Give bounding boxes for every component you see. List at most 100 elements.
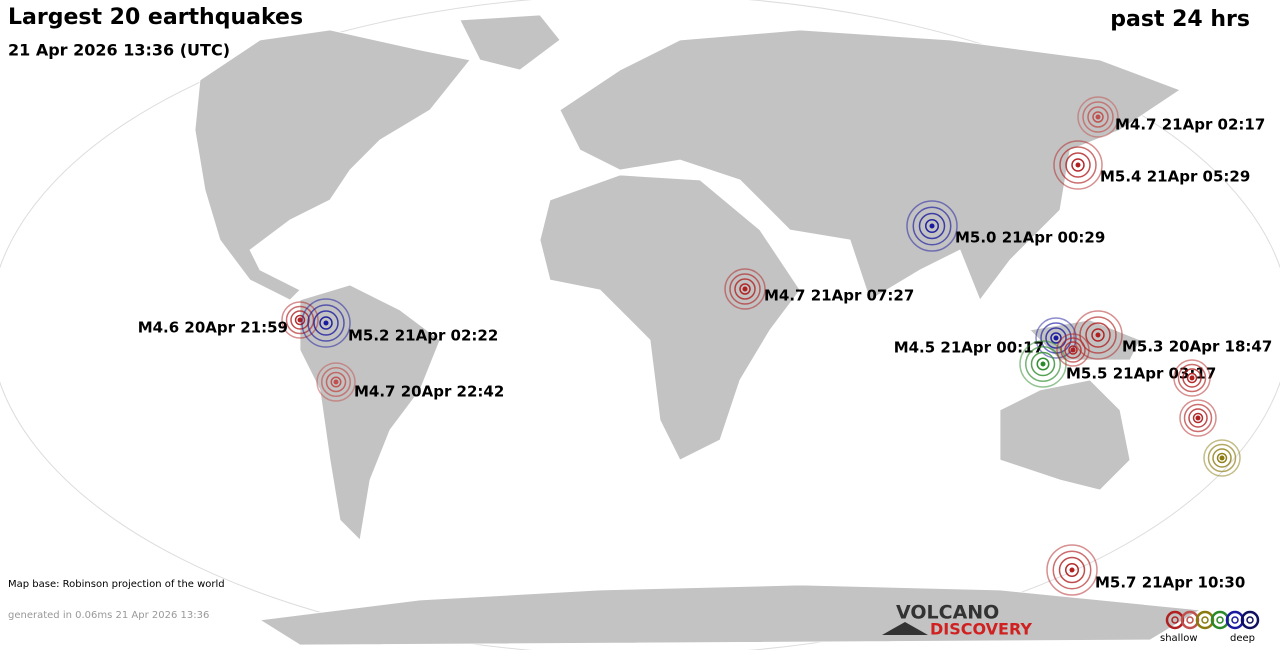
logo-icon — [882, 622, 928, 635]
generated-note: generated in 0.06ms 21 Apr 2026 13:36 — [8, 610, 209, 621]
quake-center — [297, 317, 303, 323]
legend-ring — [1195, 610, 1215, 630]
quake-center — [1070, 347, 1076, 353]
quake-marker — [1179, 399, 1217, 437]
quake-ring — [1179, 399, 1217, 437]
quake-ring — [301, 298, 351, 348]
quake-ring — [918, 212, 946, 240]
quake-ring — [1091, 328, 1105, 342]
quake-ring — [1045, 327, 1067, 349]
quake-ring — [1030, 351, 1056, 377]
quake-ring — [1188, 408, 1208, 428]
quake-label: M5.3 20Apr 18:47 — [1122, 338, 1272, 356]
quake-center — [929, 223, 935, 229]
quake-ring — [925, 219, 939, 233]
quake-ring — [1177, 363, 1207, 393]
quake-ring — [906, 200, 958, 252]
quake-ring — [281, 301, 319, 339]
legend-ring-inner — [1186, 616, 1194, 624]
quake-marker — [281, 301, 319, 339]
quake-marker — [1053, 140, 1103, 190]
quake-label: M5.2 21Apr 02:22 — [348, 327, 498, 345]
quake-marker — [1073, 310, 1123, 360]
quake-label: M5.7 21Apr 10:30 — [1095, 574, 1245, 592]
title: Largest 20 earthquakes — [8, 5, 303, 30]
legend-ring-inner — [1201, 616, 1209, 624]
quake-ring — [1192, 412, 1204, 424]
quake-label: M4.5 21Apr 00:17 — [894, 339, 1044, 357]
legend-ring-inner — [1231, 616, 1239, 624]
quake-ring — [285, 305, 315, 335]
quake-ring — [734, 278, 756, 300]
logo-line1: VOLCANO — [896, 602, 999, 624]
quake-center — [1053, 335, 1059, 341]
quake-ring — [1065, 563, 1079, 577]
quake-ring — [1087, 106, 1109, 128]
quake-ring — [1046, 544, 1098, 596]
quake-ring — [1203, 439, 1241, 477]
quake-center — [323, 320, 329, 326]
quake-marker — [1056, 333, 1090, 367]
quake-label: M4.7 21Apr 07:27 — [764, 287, 914, 305]
quake-ring — [912, 206, 952, 246]
quake-ring — [739, 283, 751, 295]
legend-ring — [1225, 610, 1245, 630]
period: past 24 hrs — [1110, 7, 1250, 32]
continents — [194, 14, 1202, 646]
quake-center — [1195, 415, 1201, 421]
quake-ring — [1082, 101, 1114, 133]
quake-ring — [1056, 333, 1090, 367]
quake-center — [1069, 567, 1075, 573]
quake-ring — [1173, 359, 1211, 397]
quake-ring — [1207, 443, 1237, 473]
legend-ring-inner — [1246, 616, 1254, 624]
quake-ring — [1071, 158, 1085, 172]
quake-ring — [1025, 346, 1061, 382]
quake-ring — [307, 304, 345, 342]
quake-ring — [1212, 448, 1232, 468]
quake-ring — [1092, 111, 1104, 123]
quake-ring — [321, 367, 351, 397]
legend-deep: deep — [1230, 633, 1255, 644]
quake-center — [1219, 455, 1225, 461]
quake-center — [1075, 162, 1081, 168]
logo-line2: DISCOVERY — [930, 620, 1032, 639]
quake-ring — [1036, 357, 1050, 371]
quake-marker — [1046, 544, 1098, 596]
quake-ring — [330, 376, 342, 388]
quake-center — [1040, 361, 1046, 367]
quake-ring — [1065, 152, 1091, 178]
quake-ring — [1068, 345, 1078, 355]
quake-center — [1095, 114, 1101, 120]
legend-ring-inner — [1216, 616, 1224, 624]
quake-ring — [313, 310, 339, 336]
quake-label: M4.7 20Apr 22:42 — [354, 383, 504, 401]
quake-ring — [1186, 372, 1198, 384]
quake-marker — [1203, 439, 1241, 477]
map-base-note: Map base: Robinson projection of the wor… — [8, 579, 225, 590]
quake-ring — [1085, 322, 1111, 348]
quake-ring — [1052, 550, 1092, 590]
quake-ring — [1053, 140, 1103, 190]
quake-label: M4.6 20Apr 21:59 — [138, 319, 288, 337]
quake-ring — [1059, 146, 1097, 184]
quake-marker — [724, 268, 766, 310]
quake-marker — [301, 298, 351, 348]
quake-ring — [325, 371, 347, 393]
quake-marker — [316, 362, 356, 402]
quake-center — [1095, 332, 1101, 338]
quake-ring — [724, 268, 766, 310]
quake-ring — [1060, 337, 1086, 363]
quake-label: M5.0 21Apr 00:29 — [955, 229, 1105, 247]
quake-ring — [1183, 403, 1213, 433]
depth-legend — [1165, 610, 1260, 630]
quake-marker — [1173, 359, 1211, 397]
quake-markers: M4.7 21Apr 02:17 M5.4 21Apr 05:29 M5.0 21A… — [138, 96, 1272, 596]
quake-ring — [1077, 96, 1119, 138]
quake-center — [1189, 375, 1195, 381]
quake-ring — [729, 273, 761, 305]
quake-label: M4.7 21Apr 02:17 — [1115, 116, 1265, 134]
legend-ring-inner — [1171, 616, 1179, 624]
